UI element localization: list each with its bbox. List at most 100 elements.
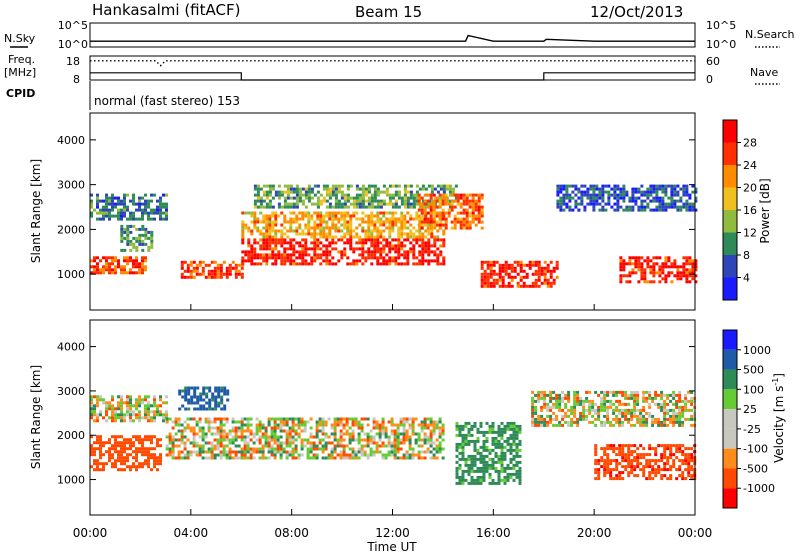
power-cell bbox=[331, 256, 335, 260]
power-cell bbox=[126, 262, 129, 266]
velocity-cell bbox=[494, 469, 498, 473]
velocity-cell bbox=[165, 444, 169, 448]
velocity-cell bbox=[657, 393, 661, 397]
velocity-cell bbox=[615, 420, 619, 424]
power-cell bbox=[373, 226, 377, 230]
power-cell bbox=[510, 284, 514, 288]
power-cell bbox=[403, 226, 407, 230]
power-cell bbox=[310, 259, 314, 263]
power-cell bbox=[316, 196, 320, 200]
power-cell bbox=[165, 208, 168, 212]
velocity-cell bbox=[211, 407, 215, 411]
power-cell bbox=[382, 229, 386, 233]
power-cell bbox=[283, 259, 287, 263]
power-y-label: Slant Range [km] bbox=[29, 159, 43, 263]
power-cell bbox=[537, 269, 541, 273]
power-cell bbox=[319, 193, 323, 197]
power-cell bbox=[159, 217, 162, 221]
power-cell bbox=[459, 202, 463, 206]
power-cell bbox=[147, 199, 150, 203]
power-cell bbox=[592, 193, 596, 197]
power-cell bbox=[415, 217, 419, 221]
power-cell bbox=[562, 193, 566, 197]
power-cell bbox=[114, 256, 117, 260]
power-cell bbox=[391, 247, 395, 251]
power-cell bbox=[504, 284, 508, 288]
power-cell bbox=[453, 205, 457, 209]
power-cell bbox=[310, 256, 314, 260]
velocity-cell bbox=[396, 447, 400, 451]
velocity-cell bbox=[300, 438, 304, 442]
velocity-cell bbox=[387, 438, 391, 442]
power-cell bbox=[253, 187, 257, 191]
velocity-cell bbox=[543, 420, 547, 424]
velocity-cell bbox=[111, 410, 114, 414]
velocity-cell bbox=[300, 444, 304, 448]
velocity-cell bbox=[186, 438, 190, 442]
velocity-cell bbox=[90, 450, 93, 454]
power-cell bbox=[138, 205, 141, 209]
power-cell bbox=[96, 196, 99, 200]
velocity-cell bbox=[252, 456, 256, 460]
power-cell bbox=[685, 208, 689, 212]
power-cell bbox=[307, 199, 311, 203]
velocity-cell bbox=[600, 399, 604, 403]
power-cell bbox=[253, 184, 257, 188]
power-cell bbox=[135, 245, 139, 249]
power-cell bbox=[433, 235, 437, 239]
power-cell bbox=[622, 190, 626, 194]
power-cell bbox=[625, 193, 629, 197]
power-cell bbox=[519, 263, 523, 267]
power-cell bbox=[661, 202, 665, 206]
power-cell bbox=[334, 229, 338, 233]
power-cell bbox=[418, 229, 422, 233]
power-cell bbox=[670, 184, 674, 188]
velocity-cell bbox=[120, 435, 123, 439]
power-cell bbox=[649, 187, 653, 191]
velocity-cell bbox=[357, 432, 361, 436]
velocity-cell bbox=[642, 393, 646, 397]
power-cell bbox=[352, 262, 356, 266]
power-cell bbox=[355, 232, 359, 236]
power-cell bbox=[271, 250, 275, 254]
velocity-cell bbox=[360, 438, 364, 442]
power-cell bbox=[117, 199, 120, 203]
velocity-cell bbox=[435, 426, 439, 430]
power-cell bbox=[271, 229, 275, 233]
power-cell bbox=[108, 199, 111, 203]
velocity-cell bbox=[615, 468, 619, 472]
power-cell bbox=[391, 229, 395, 233]
velocity-cell bbox=[214, 407, 218, 411]
velocity-cell bbox=[135, 447, 138, 451]
velocity-cell bbox=[531, 408, 535, 412]
velocity-cell bbox=[147, 435, 150, 439]
power-cell bbox=[150, 233, 154, 237]
power-cell bbox=[382, 262, 386, 266]
velocity-cell bbox=[208, 398, 212, 402]
power-cell bbox=[556, 202, 560, 206]
velocity-cell bbox=[261, 450, 265, 454]
velocity-cell bbox=[384, 432, 388, 436]
power-cell bbox=[625, 262, 629, 266]
velocity-cell bbox=[473, 469, 477, 473]
velocity-cell bbox=[348, 453, 352, 457]
velocity-cell bbox=[630, 411, 634, 415]
power-cell bbox=[421, 256, 425, 260]
power-cell bbox=[439, 250, 443, 254]
power-cell bbox=[465, 211, 469, 215]
power-cell bbox=[477, 205, 481, 209]
velocity-cell bbox=[564, 393, 568, 397]
velocity-cell bbox=[138, 398, 141, 402]
velocity-cell bbox=[171, 456, 175, 460]
velocity-cell bbox=[315, 420, 319, 424]
velocity-cell bbox=[624, 390, 628, 394]
power-cell bbox=[313, 223, 317, 227]
velocity-cell bbox=[491, 457, 495, 461]
power-cell bbox=[289, 187, 293, 191]
velocity-cell bbox=[120, 401, 123, 405]
power-cell bbox=[441, 208, 445, 212]
velocity-cell bbox=[612, 411, 616, 415]
power-cell bbox=[244, 226, 248, 230]
power-cell bbox=[111, 271, 114, 275]
